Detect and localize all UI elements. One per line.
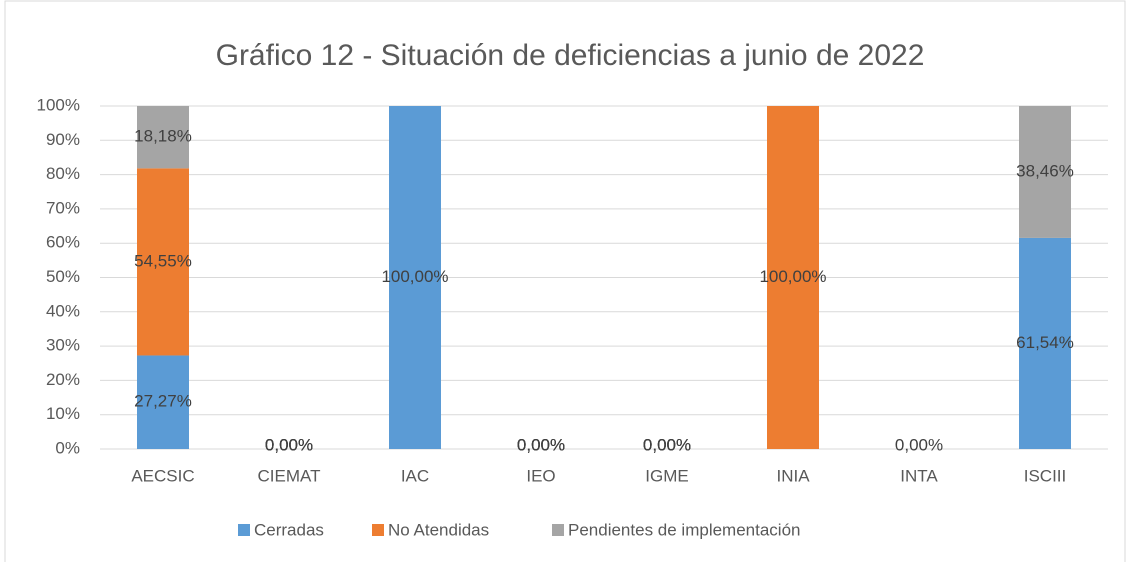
data-label: 27,27% (134, 392, 192, 411)
y-tick-label: 0% (55, 438, 80, 457)
data-label: 0,00% (517, 435, 565, 454)
legend-swatch (552, 524, 564, 536)
data-label: 0,00% (517, 435, 565, 454)
y-tick-label: 60% (46, 233, 80, 252)
data-label: 0,00% (265, 435, 313, 454)
y-tick-label: 30% (46, 336, 80, 355)
legend-swatch (238, 524, 250, 536)
y-tick-label: 50% (46, 267, 80, 286)
x-tick-label: IEO (526, 466, 555, 485)
data-label: 100,00% (381, 267, 448, 286)
legend-label: Pendientes de implementación (568, 520, 800, 539)
bar-segment (137, 106, 189, 169)
data-label: 0,00% (895, 435, 943, 454)
y-tick-label: 10% (46, 404, 80, 423)
data-label: 0,00% (643, 435, 691, 454)
y-tick-label: 40% (46, 301, 80, 320)
bar-segment (767, 106, 819, 449)
x-tick-label: ISCIII (1024, 466, 1067, 485)
data-label: 0,00% (517, 435, 565, 454)
y-tick-label: 90% (46, 130, 80, 149)
data-label: 0,00% (265, 435, 313, 454)
legend-label: Cerradas (254, 520, 324, 539)
data-label: 0,00% (643, 435, 691, 454)
y-tick-label: 20% (46, 370, 80, 389)
data-label: 0,00% (265, 435, 313, 454)
chart-title: Gráfico 12 - Situación de deficiencias a… (216, 39, 925, 72)
x-tick-label: INTA (900, 466, 938, 485)
legend-label: No Atendidas (388, 520, 489, 539)
x-tick-label: IAC (401, 466, 429, 485)
bar-segment (137, 355, 189, 449)
data-label: 38,46% (1016, 161, 1074, 180)
chart-border (4, 0, 1126, 562)
data-label: 18,18% (134, 127, 192, 146)
data-label: 100,00% (759, 267, 826, 286)
x-tick-label: IGME (645, 466, 688, 485)
y-tick-label: 70% (46, 198, 80, 217)
bar-segment (1019, 106, 1071, 238)
bar-segment (1019, 237, 1071, 449)
x-tick-label: CIEMAT (258, 466, 321, 485)
bar-segment (389, 106, 441, 449)
x-tick-label: INIA (776, 466, 810, 485)
y-tick-label: 100% (37, 95, 80, 114)
data-label: 0,00% (643, 435, 691, 454)
x-tick-label: AECSIC (131, 466, 194, 485)
data-label: 54,55% (134, 251, 192, 270)
legend-swatch (372, 524, 384, 536)
bar-segment (137, 168, 189, 356)
y-tick-label: 80% (46, 164, 80, 183)
data-label: 61,54% (1016, 333, 1074, 352)
